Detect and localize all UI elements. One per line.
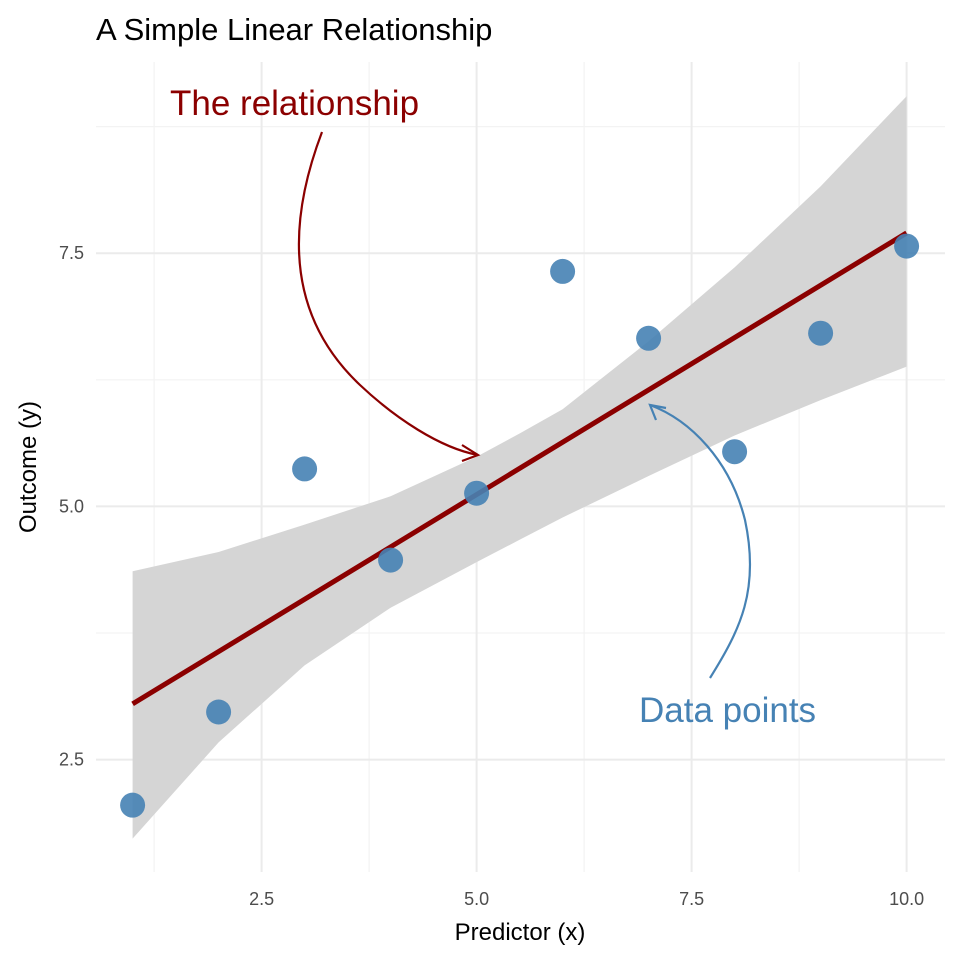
- x-tick-label: 5.0: [464, 889, 489, 909]
- y-axis-title: Outcome (y): [15, 401, 42, 533]
- regression-line: [131, 230, 908, 707]
- x-axis-title: Predictor (x): [455, 919, 586, 946]
- annotation-data-points-label: Data points: [639, 691, 816, 730]
- y-tick-label: 7.5: [59, 243, 84, 263]
- data-point: [808, 320, 834, 346]
- annotation-relationship-arrow: [297, 131, 479, 457]
- tick-labels: 2.5 5.0 7.5 10.0 2.5 5.0 7.5: [59, 243, 924, 909]
- data-point: [292, 456, 318, 482]
- data-point: [550, 258, 576, 284]
- data-point: [722, 439, 748, 465]
- annotation-data-points-arrowhead: [648, 403, 667, 421]
- annotation-data-points-arrow: [649, 403, 752, 679]
- x-tick-label: 10.0: [889, 889, 924, 909]
- data-point: [636, 325, 662, 351]
- data-point: [464, 480, 490, 506]
- data-point: [894, 233, 920, 259]
- x-tick-label: 2.5: [249, 889, 274, 909]
- annotation-relationship-arrowhead: [461, 444, 481, 463]
- x-tick-label: 7.5: [679, 889, 704, 909]
- data-point: [120, 792, 146, 818]
- data-point: [206, 699, 232, 725]
- fit-line-layer: [131, 230, 908, 707]
- data-points-layer: [120, 233, 920, 818]
- annotations: The relationship Data points: [170, 84, 816, 730]
- chart-title: A Simple Linear Relationship: [96, 12, 492, 47]
- annotation-relationship-label: The relationship: [170, 84, 419, 123]
- y-tick-label: 5.0: [59, 496, 84, 516]
- y-tick-label: 2.5: [59, 750, 84, 770]
- data-point: [378, 547, 404, 573]
